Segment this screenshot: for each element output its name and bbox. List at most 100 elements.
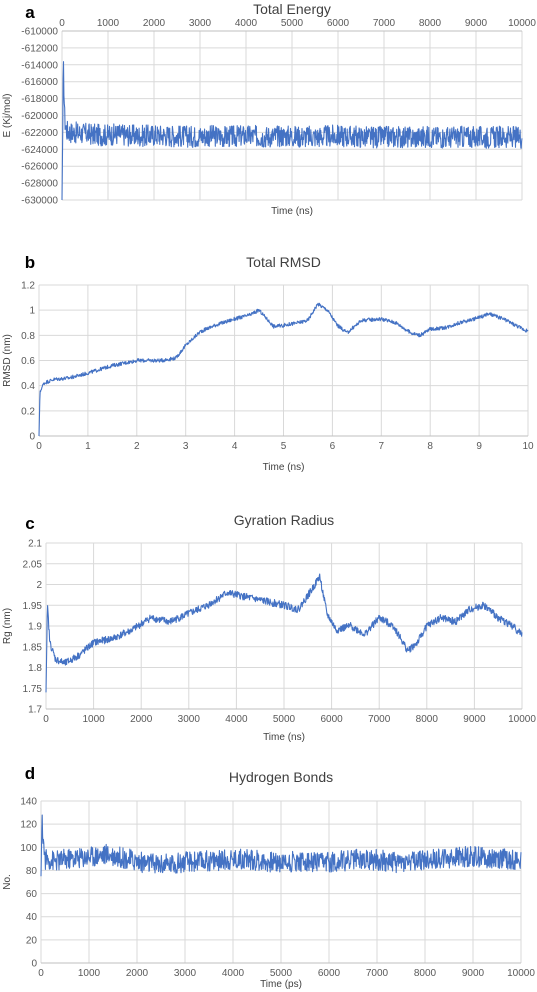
- x-tick-label: 3: [183, 441, 189, 452]
- x-tick-label: 5000: [281, 18, 304, 29]
- y-tick-label: 100: [20, 843, 37, 854]
- x-tick-label: 3000: [178, 714, 201, 725]
- x-tick-label: 6000: [320, 714, 343, 725]
- x-tick-label: 10000: [508, 714, 536, 725]
- x-tick-label: 6000: [327, 18, 350, 29]
- x-tick-label: 10: [522, 441, 534, 452]
- x-tick-label: 4000: [235, 18, 258, 29]
- x-tick-label: 5000: [270, 968, 293, 979]
- y-tick-label: -618000: [21, 94, 58, 105]
- chart-panel-d: 0 20 40 60 80 100 120 140 0 1000 2000 3000 4000 5000 6…: [2, 764, 535, 990]
- x-tick-label: 1000: [97, 18, 120, 29]
- y-tick-label: 120: [20, 820, 37, 831]
- x-tick-label: 2000: [126, 968, 149, 979]
- panel-label: c: [25, 514, 34, 533]
- x-tick-label: 5: [281, 441, 287, 452]
- y-tick-label: -616000: [21, 77, 58, 88]
- y-tick-label: -628000: [21, 179, 58, 190]
- y-tick-label: 1.2: [21, 281, 35, 292]
- y-axis-label: RMSD (nm): [2, 334, 13, 387]
- y-tick-label: 20: [26, 935, 38, 946]
- series-line: [45, 573, 523, 693]
- y-tick-label: 1.75: [23, 684, 43, 695]
- y-tick-label: -610000: [21, 27, 58, 38]
- y-tick-label: 0.2: [21, 406, 35, 417]
- chart-panel-b: 0 0.2 0.4 0.6 0.8 1 1.2 0 1 2 3 4 5 6 7 8 9 10 Total RMSD b…: [2, 253, 534, 473]
- y-axis-label: Rg (nm): [2, 608, 13, 644]
- x-tick-label: 7000: [373, 18, 396, 29]
- chart-title: Total Energy: [253, 1, 331, 17]
- x-tick-label: 8000: [419, 18, 442, 29]
- x-axis-label: Time (ns): [271, 206, 313, 217]
- x-tick-label: 2: [134, 441, 140, 452]
- x-axis-label: Time (ps): [260, 979, 302, 990]
- chart-panel-c: 1.7 1.75 1.8 1.85 1.9 1.95 2 2.05 2.1 0 1000 2000 30…: [2, 512, 536, 743]
- chart-title: Total RMSD: [246, 254, 321, 270]
- x-tick-label: 8000: [416, 714, 439, 725]
- x-tick-label: 6: [330, 441, 336, 452]
- x-tick-label: 4: [232, 441, 238, 452]
- y-tick-label: 2.1: [28, 539, 42, 550]
- y-tick-label: -620000: [21, 111, 58, 122]
- x-tick-label: 10000: [507, 968, 535, 979]
- x-tick-label: 9000: [465, 18, 488, 29]
- x-tick-label: 7: [379, 441, 385, 452]
- panel-label: a: [25, 3, 35, 22]
- y-tick-label: 0.6: [21, 356, 35, 367]
- x-tick-label: 3000: [189, 18, 212, 29]
- y-tick-label: 2.05: [23, 559, 43, 570]
- panel-label: d: [25, 764, 35, 783]
- y-tick-label: 0: [31, 959, 37, 970]
- x-tick-label: 8000: [414, 968, 437, 979]
- y-tick-label: 1.95: [23, 601, 43, 612]
- y-tick-label: -614000: [21, 60, 58, 71]
- x-tick-label: 1: [85, 441, 91, 452]
- x-tick-label: 0: [43, 714, 49, 725]
- y-tick-label: 1.8: [28, 663, 42, 674]
- y-tick-label: -622000: [21, 128, 58, 139]
- y-tick-label: 1.7: [28, 705, 42, 716]
- x-tick-label: 9000: [463, 714, 486, 725]
- y-tick-label: 0: [29, 432, 35, 443]
- series-line: [40, 814, 522, 877]
- chart-panel-a: -610000 -612000 -614000 -616000 -618000 -6200…: [2, 1, 536, 217]
- y-tick-label: 1.9: [28, 622, 42, 633]
- y-axis-label: E (Kj/mol): [2, 94, 13, 138]
- y-tick-label: 60: [26, 889, 38, 900]
- x-tick-label: 2000: [130, 714, 153, 725]
- y-tick-label: 1.85: [23, 642, 43, 653]
- y-tick-label: -624000: [21, 145, 58, 156]
- x-axis-label: Time (ns): [263, 462, 305, 473]
- x-axis-label: Time (ns): [263, 732, 305, 743]
- y-tick-label: 40: [26, 912, 38, 923]
- x-tick-label: 0: [59, 18, 65, 29]
- x-tick-label: 9000: [462, 968, 485, 979]
- x-tick-label: 0: [38, 968, 44, 979]
- y-axis-label: No.: [2, 874, 13, 890]
- series-line: [38, 302, 529, 437]
- panel-label: b: [25, 253, 35, 272]
- x-tick-label: 7000: [366, 968, 389, 979]
- y-tick-label: 0.8: [21, 331, 35, 342]
- x-tick-label: 5000: [273, 714, 296, 725]
- x-tick-label: 8: [427, 441, 433, 452]
- x-tick-label: 3000: [174, 968, 197, 979]
- x-tick-label: 7000: [368, 714, 391, 725]
- x-tick-label: 4000: [222, 968, 245, 979]
- y-tick-label: 0.4: [21, 381, 35, 392]
- chart-title: Hydrogen Bonds: [229, 769, 333, 785]
- x-tick-label: 4000: [225, 714, 248, 725]
- y-tick-label: 2: [36, 580, 42, 591]
- y-tick-label: -626000: [21, 162, 58, 173]
- series-line: [61, 61, 523, 201]
- y-tick-label: -630000: [21, 196, 58, 207]
- y-tick-label: -612000: [21, 43, 58, 54]
- x-tick-label: 9: [476, 441, 482, 452]
- x-tick-label: 10000: [508, 18, 536, 29]
- y-tick-label: 1: [29, 306, 35, 317]
- y-tick-label: 140: [20, 797, 37, 808]
- y-tick-label: 80: [26, 866, 38, 877]
- x-tick-label: 1000: [82, 714, 105, 725]
- x-tick-label: 2000: [143, 18, 166, 29]
